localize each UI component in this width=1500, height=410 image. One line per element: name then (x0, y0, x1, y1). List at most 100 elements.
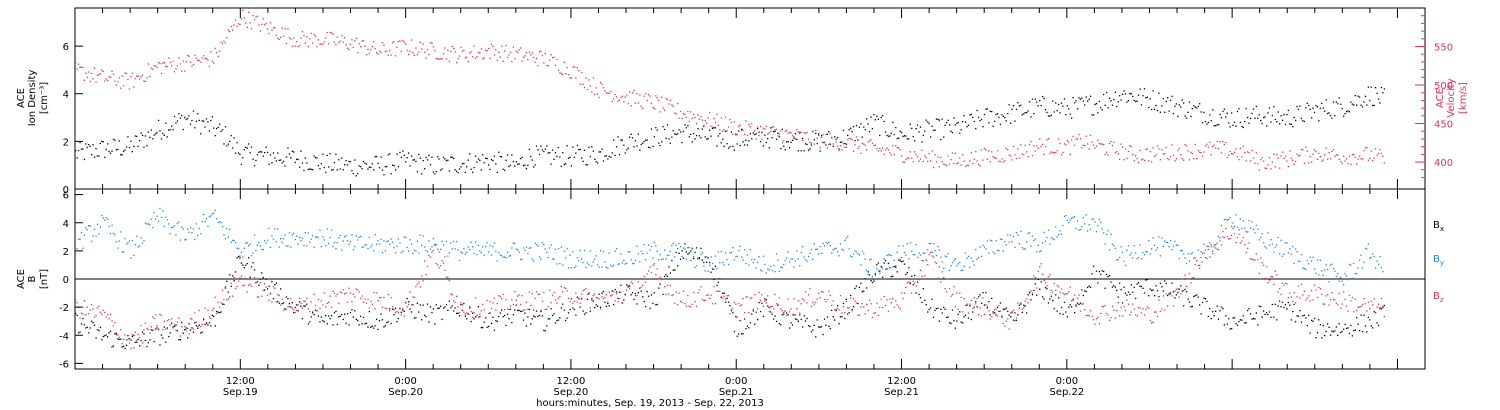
data-point (1235, 323, 1237, 325)
data-point (1042, 273, 1044, 275)
data-point (986, 305, 988, 307)
data-point (454, 301, 456, 303)
data-point (309, 168, 311, 170)
data-point (330, 229, 333, 231)
data-point (160, 138, 163, 140)
data-point (851, 310, 853, 312)
data-point (996, 150, 999, 152)
data-point (1233, 225, 1236, 228)
data-point (719, 262, 721, 264)
data-point (1015, 232, 1018, 234)
data-point (828, 290, 830, 293)
data-point (107, 314, 109, 316)
data-point (911, 127, 913, 130)
data-point (1261, 156, 1263, 159)
data-point (816, 298, 818, 300)
data-point (895, 265, 897, 267)
data-point (1245, 231, 1247, 233)
data-point (1382, 305, 1384, 308)
data-point (304, 42, 306, 44)
data-point (505, 298, 507, 301)
data-point (807, 294, 810, 296)
data-point (397, 238, 400, 240)
data-point (495, 49, 497, 51)
data-point (76, 157, 78, 159)
data-point (409, 239, 411, 241)
data-point (629, 285, 631, 287)
data-point (301, 317, 304, 320)
data-point (706, 256, 708, 258)
data-point (979, 294, 981, 296)
data-point (438, 251, 440, 253)
data-point (634, 295, 637, 297)
data-point (615, 293, 618, 295)
data-point (1199, 264, 1201, 266)
data-point (918, 160, 920, 162)
data-point (1348, 332, 1351, 335)
data-point (842, 302, 845, 305)
data-point (86, 76, 88, 78)
data-point (328, 315, 330, 317)
data-point (829, 245, 831, 247)
data-point (1065, 292, 1067, 295)
data-point (825, 241, 827, 244)
data-point (1347, 310, 1349, 312)
data-point (287, 28, 289, 30)
data-point (759, 299, 762, 302)
y-tick-label: 0 (63, 275, 69, 286)
data-point (1351, 153, 1353, 156)
data-point (863, 290, 865, 292)
data-point (250, 266, 253, 268)
data-point (589, 310, 591, 312)
data-point (341, 292, 343, 294)
data-point (896, 147, 898, 149)
data-point (393, 247, 395, 249)
data-point (287, 298, 289, 300)
data-point (1165, 100, 1167, 103)
data-point (1207, 121, 1209, 124)
data-point (310, 168, 312, 171)
data-point (272, 298, 275, 300)
data-point (839, 295, 842, 297)
data-point (322, 320, 324, 322)
data-point (1171, 248, 1173, 251)
data-point (879, 270, 881, 272)
data-point (198, 324, 200, 326)
data-point (217, 311, 219, 313)
data-point (95, 148, 97, 150)
data-point (1053, 307, 1055, 310)
data-point (1217, 124, 1220, 126)
data-point (1226, 112, 1228, 114)
data-point (730, 309, 733, 311)
data-point (504, 309, 506, 311)
data-point (184, 325, 186, 328)
data-point (809, 325, 811, 328)
data-point (242, 9, 244, 11)
data-point (841, 149, 843, 151)
data-point (514, 58, 516, 60)
data-point (83, 300, 85, 302)
data-point (889, 267, 891, 269)
data-point (1348, 111, 1351, 113)
data-point (890, 254, 892, 257)
data-point (1158, 299, 1160, 301)
data-point (930, 243, 932, 245)
data-point (716, 267, 718, 270)
data-point (1255, 224, 1257, 227)
data-point (415, 47, 417, 49)
data-point (224, 286, 227, 288)
data-point (252, 262, 254, 264)
data-point (528, 247, 530, 249)
data-point (754, 294, 756, 296)
data-point (1001, 238, 1003, 240)
data-point (368, 307, 370, 309)
data-point (892, 145, 894, 147)
data-point (445, 276, 448, 278)
data-point (1196, 158, 1198, 160)
data-point (1293, 303, 1295, 305)
data-point (1297, 155, 1300, 157)
data-point (370, 166, 372, 168)
data-point (259, 281, 261, 284)
data-point (956, 122, 958, 124)
data-point (397, 312, 400, 314)
